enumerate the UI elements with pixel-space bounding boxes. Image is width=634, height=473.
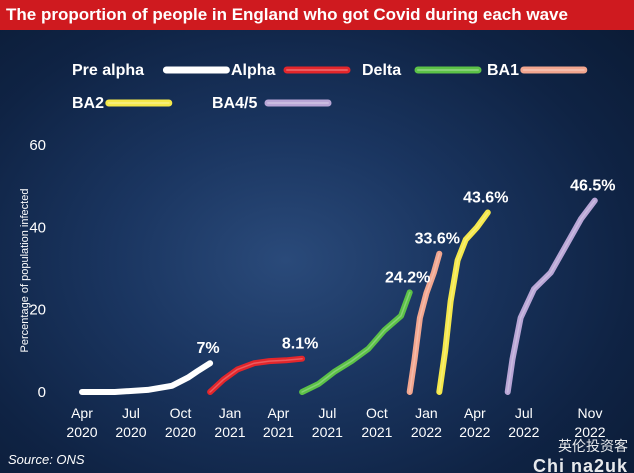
y-tick-label: 20 bbox=[29, 302, 46, 319]
legend-label: BA2 bbox=[72, 95, 104, 112]
y-tick-label: 60 bbox=[29, 137, 46, 154]
series-line-highlight bbox=[408, 252, 441, 393]
legend-label: Delta bbox=[362, 62, 401, 79]
series-line bbox=[504, 197, 598, 395]
series-lines bbox=[79, 197, 598, 395]
data-label: 43.6% bbox=[463, 190, 508, 207]
data-label: 33.6% bbox=[415, 231, 460, 248]
x-tick-label: Apr bbox=[464, 405, 486, 421]
series-line bbox=[436, 209, 491, 395]
x-tick-label: Nov bbox=[578, 405, 603, 421]
watermark-line1: 英伦投资客 bbox=[558, 438, 628, 454]
x-tick-label: Jul bbox=[515, 405, 533, 421]
legend-label: Pre alpha bbox=[72, 62, 144, 79]
legend-label: BA4/5 bbox=[212, 95, 257, 112]
series-line-highlight bbox=[301, 291, 411, 393]
x-tick-label: 2020 bbox=[115, 424, 146, 440]
data-label: 24.2% bbox=[385, 269, 430, 286]
watermark: 英伦投资客 Chi na2uk bbox=[533, 436, 628, 473]
x-tick-label: Oct bbox=[170, 405, 192, 421]
x-tick-label: 2021 bbox=[312, 424, 343, 440]
x-tick-label: Oct bbox=[366, 405, 388, 421]
x-tick-label: 2022 bbox=[411, 424, 442, 440]
series-line bbox=[207, 355, 306, 395]
series-line bbox=[79, 360, 214, 395]
y-axis-label: Percentage of population infected bbox=[19, 189, 31, 353]
x-tick-label: Apr bbox=[71, 405, 93, 421]
data-label: 8.1% bbox=[282, 336, 318, 353]
series-line-highlight bbox=[506, 199, 596, 393]
x-tick-label: Jan bbox=[415, 405, 438, 421]
data-label: 7% bbox=[197, 340, 220, 357]
y-tick-label: 0 bbox=[38, 384, 46, 401]
x-tick-label: 2020 bbox=[66, 424, 97, 440]
series-line bbox=[406, 250, 443, 395]
series-line-highlight bbox=[209, 357, 303, 393]
x-tick-label: 2020 bbox=[165, 424, 196, 440]
series-line bbox=[299, 289, 413, 395]
series-line-highlight bbox=[81, 362, 211, 393]
watermark-line2: Chi na2uk bbox=[532, 456, 628, 473]
axes: 0 20 40 60 Percentage of population infected… bbox=[19, 137, 606, 440]
series-line-highlight bbox=[438, 211, 489, 393]
x-tick-label: 2021 bbox=[263, 424, 294, 440]
x-tick-label: 2022 bbox=[459, 424, 490, 440]
x-tick-label: 2022 bbox=[508, 424, 539, 440]
x-tick-label: Jan bbox=[219, 405, 242, 421]
y-tick-label: 40 bbox=[29, 219, 46, 236]
x-tick-label: 2021 bbox=[361, 424, 392, 440]
source-note: Source: ONS bbox=[8, 452, 85, 467]
chart-title: The proportion of people in England who … bbox=[0, 0, 634, 30]
legend-label: Alpha bbox=[231, 62, 276, 79]
end-labels: 7% 8.1% 24.2% 33.6% 43.6% 46.5% bbox=[197, 178, 616, 358]
x-tick-label: Jul bbox=[318, 405, 336, 421]
legend-label: BA1 bbox=[487, 62, 519, 79]
legend: Pre alpha Alpha Delta BA1 BA2 BA4/5 bbox=[72, 62, 588, 112]
x-tick-label: Jul bbox=[122, 405, 140, 421]
line-chart: Pre alpha Alpha Delta BA1 BA2 BA4/5 0 20 40 60 Pe… bbox=[19, 62, 616, 440]
x-tick-label: 2021 bbox=[214, 424, 245, 440]
x-tick-label: Apr bbox=[268, 405, 290, 421]
data-label: 46.5% bbox=[570, 178, 615, 195]
x-tick-label: 2022 bbox=[574, 424, 605, 440]
